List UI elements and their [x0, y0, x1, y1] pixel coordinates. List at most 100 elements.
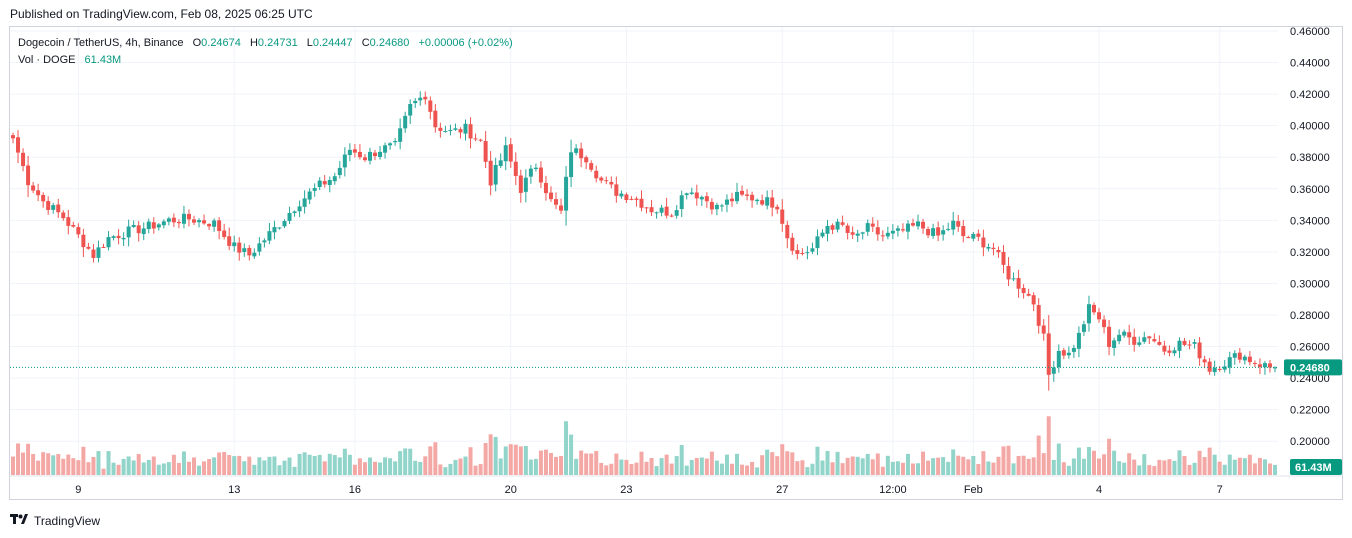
- volume-bar: [996, 456, 1001, 475]
- volume-bar: [569, 434, 574, 475]
- volume-bar: [1182, 456, 1187, 475]
- candle-body: [674, 210, 679, 216]
- candle-body: [101, 246, 106, 248]
- candle-body: [981, 237, 986, 248]
- candle-body: [307, 191, 312, 200]
- candle-body: [649, 207, 654, 213]
- candle-body: [1102, 319, 1107, 328]
- volume-bar: [614, 453, 619, 475]
- volume-bar: [161, 463, 166, 475]
- candle-body: [1262, 363, 1267, 368]
- price-tick-label: 0.32000: [1290, 247, 1330, 259]
- volume-bar: [272, 456, 277, 475]
- legend-volume-label: Vol · DOGE: [18, 54, 76, 66]
- volume-bar: [116, 464, 121, 475]
- candle-body: [116, 235, 121, 239]
- volume-bar: [71, 458, 76, 475]
- volume-bar: [453, 459, 458, 475]
- candle-body: [825, 225, 830, 234]
- volume-bar: [76, 460, 81, 475]
- candle-body: [699, 196, 704, 200]
- candle-body: [1177, 340, 1182, 351]
- volume-bar: [197, 465, 202, 475]
- candle-body: [242, 248, 247, 252]
- volume-bar: [51, 455, 56, 475]
- volume-bar: [619, 459, 624, 475]
- candle-body: [11, 135, 15, 139]
- volume-bar: [1237, 457, 1242, 475]
- volume-bar: [745, 465, 750, 475]
- chart-area[interactable]: 0.46000 0.44000 0.42000 0.40000 0.38000 0.360…: [9, 26, 1343, 500]
- candle-body: [594, 170, 599, 179]
- volume-bar: [1162, 460, 1167, 475]
- volume-bar: [785, 451, 790, 475]
- candle-body: [860, 232, 865, 234]
- candle-body: [740, 190, 745, 195]
- volume-bar: [815, 446, 820, 475]
- volume-bar: [951, 449, 956, 475]
- legend-high-label: H: [249, 37, 258, 49]
- time-tick-label: 12:00: [879, 484, 907, 496]
- volume-bar: [357, 458, 362, 475]
- candle-body: [1097, 312, 1102, 320]
- volume-bar: [136, 454, 141, 475]
- candlestick-chart[interactable]: 0.46000 0.44000 0.42000 0.40000 0.38000 0.360…: [10, 27, 1343, 500]
- volume-bar: [488, 434, 493, 475]
- candle-body: [121, 237, 126, 240]
- volume-bar: [202, 461, 207, 475]
- candle-body: [946, 228, 951, 230]
- volume-bar: [192, 457, 197, 475]
- volume-bar: [755, 467, 760, 475]
- candle-body: [433, 110, 438, 128]
- candle-body: [684, 193, 689, 196]
- candle-body: [1212, 367, 1217, 373]
- volume-bar: [257, 457, 262, 475]
- candle-body: [458, 129, 463, 133]
- candle-body: [609, 181, 614, 185]
- volume-bar: [373, 461, 378, 475]
- candle-body: [21, 152, 26, 167]
- volume-bar: [795, 461, 800, 475]
- volume-bar: [1071, 458, 1076, 475]
- volume-bar: [106, 451, 111, 475]
- volume-bar: [1081, 458, 1086, 475]
- volume-bar: [699, 457, 704, 475]
- candle-body: [513, 161, 518, 176]
- grid-lines: [10, 27, 1278, 475]
- volume-bar: [513, 444, 518, 475]
- volume-bar: [1112, 450, 1117, 475]
- volume-bar: [936, 457, 941, 475]
- candle-body: [332, 176, 337, 182]
- volume-bar: [1097, 458, 1102, 475]
- volume-bar: [961, 456, 966, 475]
- candle-body: [41, 194, 46, 202]
- volume-bar: [649, 458, 654, 475]
- candle-body: [16, 137, 21, 153]
- volume-bar: [850, 456, 855, 475]
- volume-bar: [845, 457, 850, 475]
- volume-bar: [639, 451, 644, 475]
- volume-bar: [559, 456, 564, 475]
- volume-bar: [679, 445, 684, 475]
- volume-bar: [232, 456, 237, 475]
- volume-bar: [810, 463, 815, 475]
- time-tick-label: Feb: [964, 484, 983, 496]
- volume-bar: [1273, 464, 1277, 475]
- volume-bar: [413, 460, 418, 475]
- volume-bar: [96, 451, 101, 475]
- time-tick-label: 23: [620, 484, 632, 496]
- candle-body: [775, 206, 780, 210]
- volume-bar: [1257, 457, 1262, 475]
- candle-body: [1051, 367, 1056, 374]
- volume-bar: [564, 421, 569, 475]
- candle-body: [533, 167, 538, 169]
- candle-body: [1172, 350, 1177, 354]
- volume-bar: [870, 459, 875, 475]
- volume-bar: [674, 456, 679, 475]
- tradingview-brand[interactable]: TradingView: [10, 513, 100, 528]
- candle-body: [46, 201, 51, 210]
- volume-bar: [1227, 454, 1232, 475]
- volume-bar: [941, 457, 946, 475]
- volume-bar: [518, 446, 523, 475]
- candle-body: [508, 144, 513, 162]
